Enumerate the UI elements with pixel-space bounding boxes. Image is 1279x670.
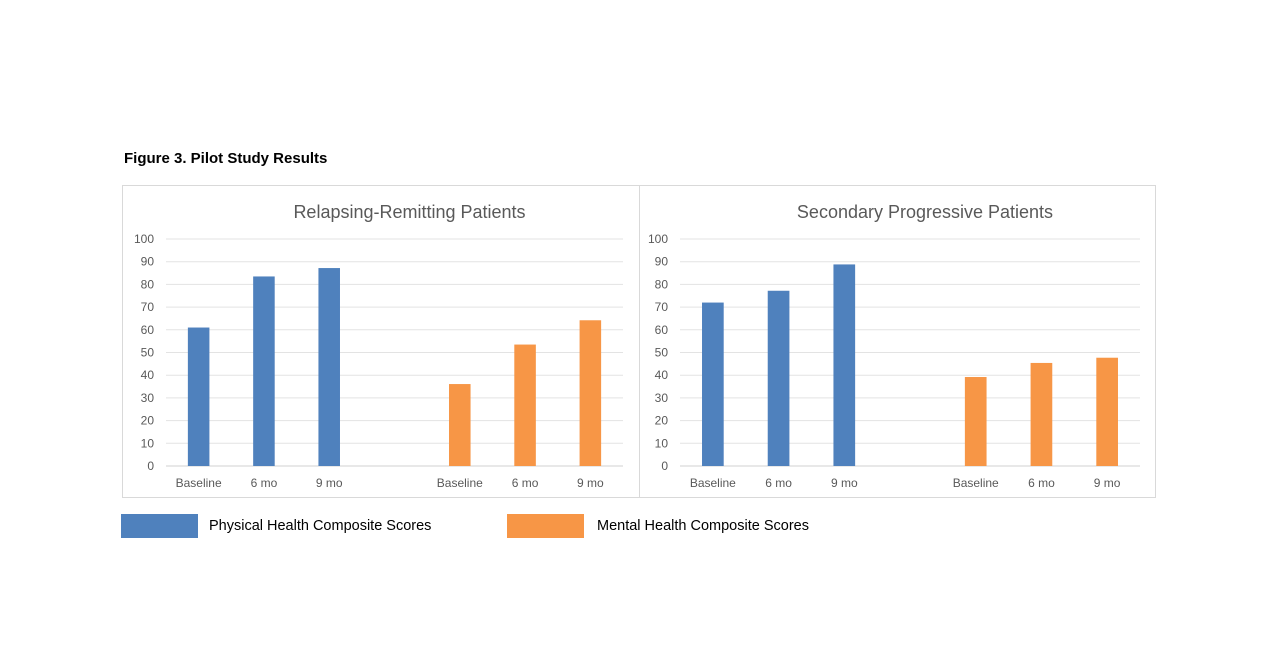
y-tick-label: 60 [655,323,669,337]
y-tick-label: 0 [147,459,154,473]
legend-item-mental: Mental Health Composite Scores [507,514,809,538]
bar-mental-0 [449,384,471,466]
y-tick-label: 10 [141,436,155,450]
y-tick-label: 60 [141,323,155,337]
x-tick-label: Baseline [437,476,483,490]
x-tick-label: 6 mo [765,476,792,490]
y-tick-label: 70 [141,300,155,314]
x-tick-label: Baseline [953,476,999,490]
legend-item-physical: Physical Health Composite Scores [121,514,431,538]
y-tick-label: 70 [655,300,669,314]
legend-label-physical: Physical Health Composite Scores [209,518,432,534]
x-tick-label: 6 mo [512,476,539,490]
y-tick-label: 40 [141,368,155,382]
bar-mental-2 [1096,357,1118,466]
y-tick-label: 50 [141,346,155,360]
chart-svg: Secondary Progressive Patients 0 10 20 30 40 5… [648,202,1140,490]
y-tick-label: 90 [655,255,669,269]
bar-physical-0 [187,327,210,466]
x-tick-label: Baseline [176,476,222,490]
figure-title: Figure 3. Pilot Study Results [124,150,328,167]
bar-mental-1 [1030,362,1053,466]
bar-mental-0 [964,377,987,466]
bar-physical-2 [833,264,856,466]
y-tick-label: 30 [655,391,669,405]
y-tick-label: 20 [141,414,155,428]
y-tick-label: 50 [655,346,669,360]
chart-title: Relapsing-Remitting Patients [293,202,525,222]
bar-physical-1 [253,276,275,466]
bar-mental-1 [514,344,536,466]
bar-physical-1 [767,290,790,466]
chart-title: Secondary Progressive Patients [797,202,1053,222]
x-tick-label: 9 mo [316,476,343,490]
bar-mental-2 [579,320,602,466]
chart-secondary-progressive: Secondary Progressive Patients 0 10 20 30 40 5… [639,185,1156,498]
y-tick-label: 0 [661,459,668,473]
bar-physical-0 [702,302,724,466]
chart-relapsing-remitting: Relapsing-Remitting Patients 0 10 20 30 40 50 6… [122,185,640,498]
x-tick-label: 9 mo [831,476,858,490]
y-tick-label: 30 [141,391,155,405]
chart-svg: Relapsing-Remitting Patients 0 10 20 30 40 50 6… [134,202,623,490]
x-tick-label: 6 mo [1028,476,1055,490]
legend-label-mental: Mental Health Composite Scores [597,518,809,534]
y-tick-label: 80 [655,277,669,291]
y-tick-label: 20 [655,414,669,428]
y-tick-label: 80 [141,277,155,291]
x-tick-label: 9 mo [1094,476,1121,490]
legend-swatch-mental [507,514,584,538]
y-tick-label: 100 [134,232,154,246]
y-tick-label: 10 [655,436,669,450]
y-tick-label: 90 [141,255,155,269]
x-tick-label: 6 mo [251,476,278,490]
x-tick-label: Baseline [690,476,736,490]
legend-swatch-physical [121,514,198,538]
bar-physical-2 [318,268,340,466]
y-tick-label: 100 [648,232,668,246]
x-tick-label: 9 mo [577,476,604,490]
y-tick-label: 40 [655,368,669,382]
